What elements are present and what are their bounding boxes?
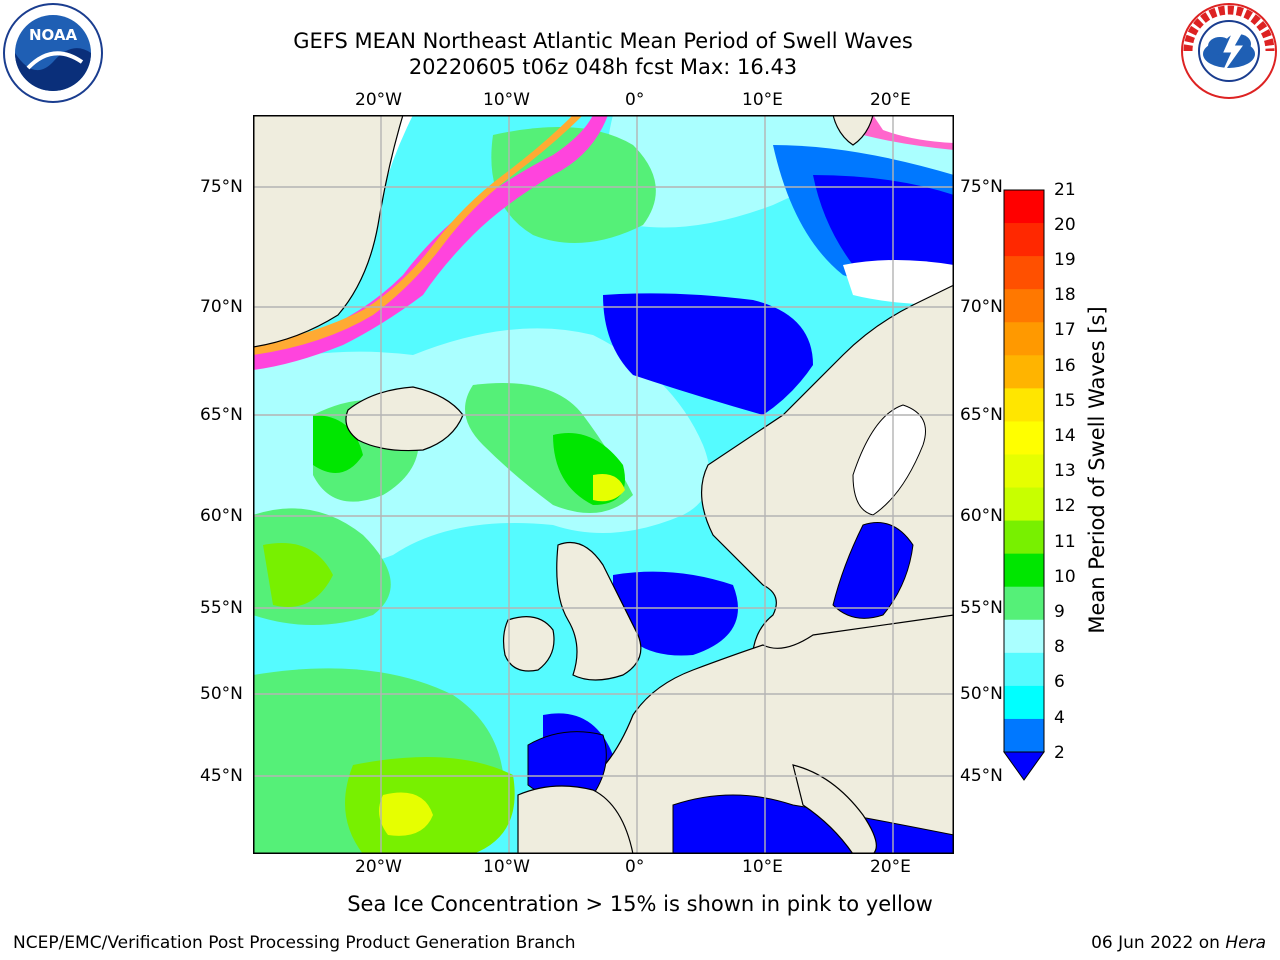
nws-logo-icon [1181, 3, 1277, 99]
colorbar-tick: 6 [1054, 672, 1065, 692]
sea-ice-edge [253, 115, 608, 370]
producer-credit: NCEP/EMC/Verification Post Processing Pr… [13, 933, 576, 953]
colorbar-tick: 2 [1054, 743, 1065, 763]
lon-tick-top: 10°E [742, 90, 783, 110]
run-date: 06 Jun 2022 on Hera [1091, 932, 1266, 954]
lat-tick-left: 75°N [200, 177, 243, 197]
colorbar-block [1004, 355, 1044, 389]
colorbar-tick: 15 [1054, 391, 1076, 411]
land-great-britain [556, 541, 642, 681]
colorbar-tick: 8 [1054, 637, 1065, 657]
colorbar-tick: 20 [1054, 215, 1076, 235]
colorbar-tick: 18 [1054, 285, 1076, 305]
lat-tick-right: 65°N [960, 405, 1003, 425]
lon-tick-bottom: 20°W [355, 857, 402, 877]
colorbar-extend-arrow [1003, 751, 1045, 781]
colorbar-label: Mean Period of Swell Waves [s] [1085, 306, 1109, 634]
colorbar-block [1004, 586, 1044, 621]
colorbar-block [1004, 388, 1044, 422]
lat-tick-left: 70°N [200, 297, 243, 317]
colorbar-tick: 9 [1054, 602, 1065, 622]
swell-period-map [253, 115, 954, 854]
colorbar-frame [1003, 189, 1045, 753]
colorbar-tick: 14 [1054, 426, 1076, 446]
lon-tick-bottom: 0° [625, 857, 645, 877]
colorbar-tick: 11 [1054, 532, 1076, 552]
land-iberia [517, 785, 634, 854]
colorbar-block [1004, 454, 1044, 489]
colorbar-block [1004, 190, 1044, 224]
colorbar-block [1004, 718, 1044, 753]
colorbar-block [1004, 289, 1044, 323]
lon-tick-bottom: 10°E [742, 857, 783, 877]
colorbar-tick: 10 [1054, 567, 1076, 587]
swell-zone-2-4 [613, 571, 738, 656]
gulf-of-bothnia [852, 404, 926, 516]
chart-subtitle: 20220605 t06z 048h fcst Max: 16.43 [408, 55, 798, 79]
lat-tick-left: 45°N [200, 766, 243, 786]
colorbar [1003, 189, 1045, 781]
lon-tick-top: 20°E [870, 90, 911, 110]
land-iceland [345, 386, 464, 452]
graticule [253, 115, 954, 854]
swell-zone-12-14 [379, 792, 433, 836]
lon-tick-bottom: 20°E [870, 857, 911, 877]
lat-tick-right: 75°N [960, 177, 1003, 197]
map-frame [253, 115, 954, 854]
noaa-logo-text: NOAA [29, 26, 78, 44]
colorbar-block [1004, 223, 1044, 257]
swell-zone-2-4 [603, 293, 813, 415]
sea-ice-edge [253, 115, 583, 355]
colorbar-block [1004, 652, 1044, 687]
lon-tick-top: 0° [625, 90, 645, 110]
swell-zone-12-14 [593, 474, 625, 502]
machine-name: Hera [1225, 933, 1266, 953]
lat-tick-right: 60°N [960, 506, 1003, 526]
colorbar-block [1004, 487, 1044, 522]
colorbar-tick: 13 [1054, 461, 1076, 481]
colorbar-block [1004, 256, 1044, 290]
colorbar-tick: 12 [1054, 496, 1076, 516]
swell-zone-10-11 [313, 415, 363, 473]
land-ireland [502, 616, 555, 672]
lat-tick-right: 55°N [960, 598, 1003, 618]
lat-tick-left: 55°N [200, 598, 243, 618]
lon-tick-top: 10°W [483, 90, 530, 110]
land-italy [792, 764, 877, 854]
land-svalbard [832, 115, 874, 146]
lon-tick-top: 20°W [355, 90, 402, 110]
colorbar-tick: 16 [1054, 356, 1076, 376]
lat-tick-left: 60°N [200, 506, 243, 526]
colorbar-block [1004, 520, 1044, 555]
colorbar-tick: 21 [1054, 180, 1076, 200]
colorbar-tick: 19 [1054, 250, 1076, 270]
colorbar-tick: 4 [1054, 708, 1065, 728]
lat-tick-left: 65°N [200, 405, 243, 425]
land-greenland [253, 115, 404, 348]
run-date-text: 06 Jun 2022 on [1091, 933, 1226, 953]
sea-ice-note: Sea Ice Concentration > 15% is shown in … [347, 892, 933, 916]
noaa-logo-icon: NOAA [3, 3, 103, 103]
ice-no-data [843, 260, 954, 305]
lat-tick-right: 70°N [960, 297, 1003, 317]
chart-title: GEFS MEAN Northeast Atlantic Mean Period… [293, 29, 913, 53]
swell-zone-10-11 [345, 757, 515, 854]
colorbar-block [1004, 553, 1044, 588]
swell-zone-10-11 [263, 543, 333, 607]
mediterranean-sea [672, 794, 954, 854]
colorbar-block [1004, 421, 1044, 455]
colorbar-block [1004, 685, 1044, 720]
lon-tick-bottom: 10°W [483, 857, 530, 877]
colorbar-block [1004, 619, 1044, 654]
colorbar-tick: 17 [1054, 320, 1076, 340]
colorbar-block [1004, 322, 1044, 356]
lat-tick-right: 45°N [960, 766, 1003, 786]
lat-tick-right: 50°N [960, 684, 1003, 704]
lat-tick-left: 50°N [200, 684, 243, 704]
